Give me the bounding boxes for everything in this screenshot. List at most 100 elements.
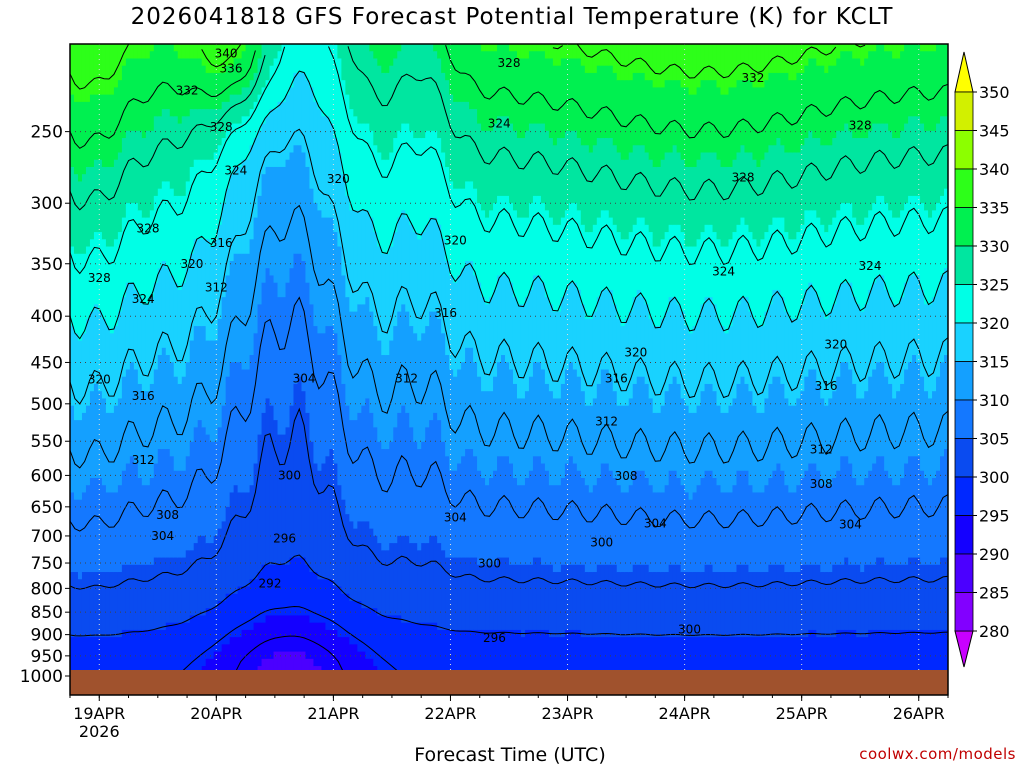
color-band	[477, 203, 482, 284]
color-band	[409, 427, 414, 544]
color-band	[840, 362, 845, 457]
color-band	[560, 637, 566, 674]
colorbar-segment	[954, 322, 974, 362]
color-band	[944, 116, 948, 190]
color-band	[840, 456, 845, 566]
color-band	[820, 145, 825, 226]
color-band	[85, 405, 91, 486]
color-band	[524, 297, 530, 392]
color-band	[912, 44, 917, 117]
color-band	[916, 116, 921, 197]
color-band	[337, 355, 342, 486]
color-band	[524, 44, 530, 60]
contour-label: 320	[824, 338, 847, 352]
color-band	[317, 666, 323, 674]
color-band	[536, 195, 542, 277]
color-band	[101, 318, 107, 400]
color-band	[828, 572, 833, 638]
color-band	[265, 44, 271, 81]
color-band	[876, 629, 881, 674]
color-band	[93, 159, 99, 233]
color-band	[536, 51, 542, 125]
color-band	[217, 651, 223, 674]
color-band	[229, 94, 235, 125]
color-band	[776, 138, 781, 219]
color-band	[297, 72, 303, 146]
color-band	[564, 210, 570, 291]
color-band	[217, 318, 223, 428]
color-band	[89, 166, 95, 240]
color-band	[936, 376, 941, 472]
color-band	[696, 87, 702, 161]
color-band	[780, 297, 785, 385]
color-band	[664, 311, 670, 392]
color-band	[584, 44, 590, 74]
color-band	[133, 203, 139, 291]
color-band	[493, 629, 498, 674]
color-band	[616, 152, 622, 233]
color-band	[257, 195, 263, 305]
color-band	[237, 94, 243, 125]
color-band	[381, 44, 386, 74]
color-band	[185, 362, 191, 457]
color-band	[912, 195, 917, 277]
color-band	[608, 289, 614, 378]
color-band	[912, 456, 917, 559]
color-band	[93, 232, 99, 305]
color-band	[584, 405, 590, 486]
color-band	[409, 130, 414, 226]
credit-link[interactable]: coolwx.com/models	[859, 745, 1016, 763]
color-band	[716, 87, 722, 161]
color-band	[341, 174, 346, 277]
color-band	[165, 268, 171, 356]
color-band	[532, 629, 538, 674]
color-band	[844, 456, 849, 559]
color-band	[588, 44, 594, 74]
color-band	[844, 557, 849, 631]
color-band	[309, 44, 315, 88]
color-band	[740, 297, 746, 378]
color-band	[660, 637, 666, 674]
color-band	[93, 637, 99, 674]
color-band	[157, 188, 163, 269]
color-band	[936, 44, 941, 125]
color-band	[572, 130, 578, 204]
color-band	[489, 391, 494, 479]
color-band	[588, 152, 594, 233]
color-band	[389, 543, 394, 617]
color-band	[856, 564, 861, 638]
contour-label: 328	[498, 56, 521, 70]
color-band	[804, 65, 809, 139]
color-band	[892, 398, 897, 486]
color-band	[708, 297, 714, 385]
color-band	[501, 44, 506, 117]
color-band	[596, 637, 602, 674]
color-band	[105, 246, 111, 327]
color-band	[900, 297, 905, 385]
color-band	[165, 449, 171, 559]
color-band	[928, 564, 933, 631]
color-band	[820, 44, 825, 67]
color-band	[688, 246, 694, 334]
color-band	[237, 44, 243, 60]
color-band	[804, 376, 809, 472]
color-band	[361, 210, 366, 305]
y-tick-label: 1000	[20, 667, 63, 687]
x-tick-sublabel: 2026	[79, 722, 120, 741]
color-band	[944, 44, 948, 117]
color-band	[149, 383, 155, 479]
color-band	[756, 637, 762, 674]
color-band	[540, 564, 546, 631]
color-band	[205, 434, 211, 544]
color-band	[117, 311, 123, 400]
color-band	[377, 441, 382, 544]
color-band	[600, 65, 606, 139]
color-band	[772, 564, 777, 638]
color-band	[736, 44, 742, 81]
color-band	[269, 166, 275, 277]
color-band	[481, 51, 486, 132]
color-band	[197, 420, 203, 537]
color-band	[668, 383, 674, 472]
color-band	[636, 376, 642, 472]
color-band	[708, 44, 714, 81]
